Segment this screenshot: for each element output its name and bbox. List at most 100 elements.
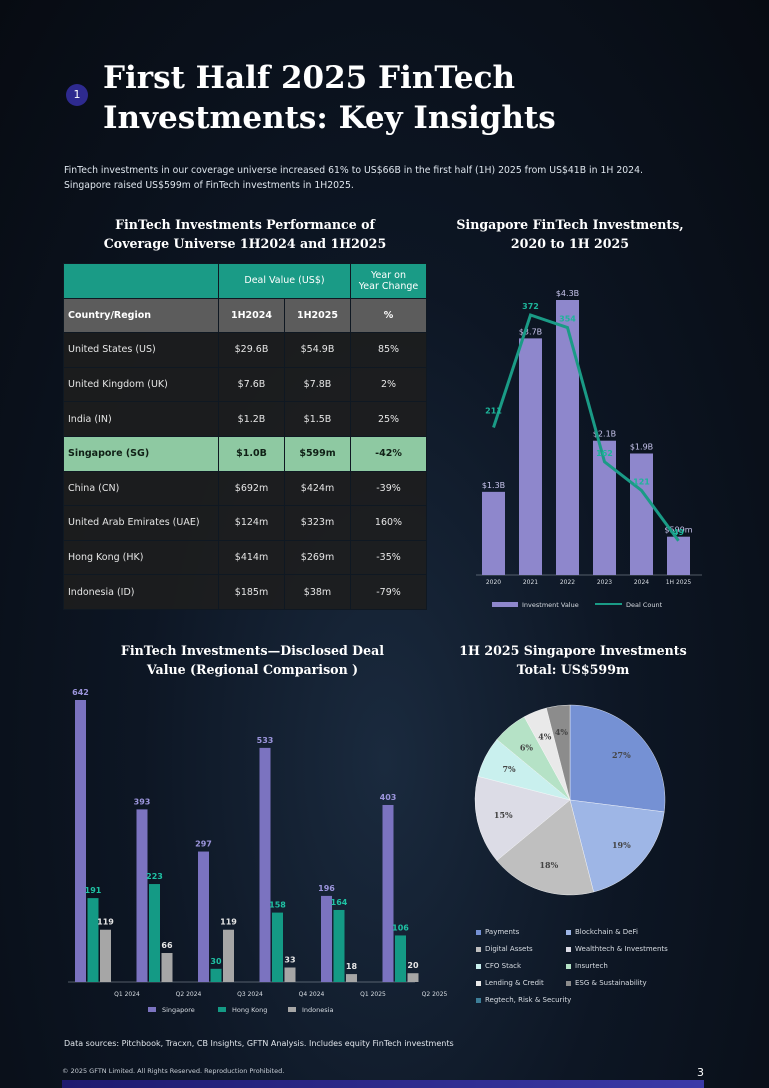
deal-count-label: 49 [673,528,685,537]
pie-slice-esg-sustainability [546,704,571,801]
legend-swatch-indonesia [288,1007,296,1012]
legend-swatch-hong-kong [218,1007,226,1012]
bar-value-label: 106 [392,923,409,932]
pie-legend-item: Insurtech [566,962,608,970]
x-tick-label: 2024 [634,579,649,586]
cell-country: United Kingdom (UK) [63,366,219,403]
bar-indonesia [100,929,111,982]
pie-slice-label: 19% [612,840,631,850]
table-subheader-row: Country/Region 1H2024 1H2025 % [63,297,427,334]
table-title-line1: FinTech Investments Performance of [115,217,375,232]
bar-investment-value [630,453,653,575]
table-title: FinTech Investments Performance of Cover… [63,215,427,253]
cell-change: -35% [350,539,427,576]
pie-legend-swatch [566,963,571,969]
header-deal-value: Deal Value (US$) [218,263,351,299]
cell-1h2025: $424m [284,470,351,507]
bar-value-label: $4.3B [556,289,579,298]
copyright-text: © 2025 GFTN Limited. All Rights Reserved… [62,1067,285,1075]
bar-value-label: 66 [161,941,173,950]
bar-hong-kong [272,912,283,982]
bar-indonesia [284,967,296,982]
deal-count-label: 354 [559,315,576,324]
pie-legend-swatch [476,946,481,952]
legend-label-deal-count: Deal Count [626,601,663,609]
deal-count-line [492,313,680,542]
pie-legend-label: Wealthtech & Investments [575,945,668,953]
pie-legend-item: Payments [476,928,519,936]
cell-country: United States (US) [63,332,219,368]
x-tick-label: Q2 2024 [176,991,202,998]
bar-singapore [259,747,271,982]
page-title: First Half 2025 FinTech Investments: Key… [103,58,623,138]
bar-indonesia [223,929,234,982]
table-title-line2: Coverage Universe 1H2024 and 1H2025 [103,236,387,251]
pie-slice-blockchain-defi [569,799,665,893]
bar-value-label: 119 [97,918,114,927]
x-tick-label: Q2 2025 [422,991,448,998]
cell-country: United Arab Emirates (UAE) [63,505,219,541]
bar-value-label: $599m [664,526,692,535]
bar-value-label: $1.3B [482,481,505,490]
cell-change: 25% [350,401,427,437]
x-tick-label: Q4 2024 [299,991,325,998]
subheader-1h2024: 1H2024 [218,297,285,334]
pie-legend-label: ESG & Sustainability [575,979,647,987]
header-yoy: Year on Year Change [350,263,427,299]
pie-legend-swatch [566,980,571,986]
bar-value-label: 158 [269,901,286,910]
legend-label-hong-kong: Hong Kong [232,1006,267,1014]
pie-legend-swatch [476,997,481,1003]
sg-annual-chart: $1.3B 2020 $3.7B 2021 $4.3B 2022 $2.1B 2023 $1.9… [476,289,702,609]
bar-investment-value [593,440,616,575]
regional-chart: 642 191 119 Q1 2024 393 223 66 Q2 2024 297 30 119 Q… [68,688,448,1014]
pie-legend-item: Wealthtech & Investments [566,945,668,953]
sg-annual-chart-title: Singapore FinTech Investments, 2020 to 1… [456,217,684,251]
table-header-row: Deal Value (US$) Year on Year Change [63,263,427,299]
intro-text-line2: Singapore raised US$599m of FinTech inve… [64,180,354,191]
bar-hong-kong [395,935,406,982]
bar-singapore [75,700,86,982]
pie-legend-item: ESG & Sustainability [566,979,647,987]
bar-hong-kong [210,968,222,982]
cell-change: -79% [350,574,427,610]
data-sources-note: Data sources: Pitchbook, Tracxn, CB Insi… [64,1039,454,1048]
page-title-line1: First Half 2025 FinTech [103,60,516,96]
bar-singapore [136,809,148,982]
table-row-highlighted: Singapore (SG) $1.0B $599m -42% [63,435,427,472]
bar-hong-kong [333,909,345,982]
bar-singapore [198,851,209,982]
pie-legend-label: Regtech, Risk & Security [485,996,572,1004]
legend-swatch-investment [492,602,518,607]
table-row: United Arab Emirates (UAE) $124m $323m 1… [63,505,427,541]
bar-investment-value [667,536,690,575]
pie-legend-item: Regtech, Risk & Security [476,996,571,1004]
bar-value-label: 642 [72,688,89,697]
cell-country: China (CN) [63,470,219,507]
pie-title-line1: 1H 2025 Singapore Investments [459,643,687,658]
legend-label-singapore: Singapore [162,1006,195,1014]
header-yoy-line1: Year on [371,269,406,281]
bar-value-label: 33 [284,956,295,965]
x-tick-label: 2020 [486,579,501,586]
table-row: United Kingdom (UK) $7.6B $7.8B 2% [63,366,427,403]
x-tick-label: 2021 [523,579,538,586]
cell-change: 2% [350,366,427,403]
pie-chart-title: 1H 2025 Singapore Investments Total: US$… [448,641,698,679]
pie-slice-label: 15% [494,810,513,820]
pie-slice-label: 4% [555,727,569,737]
pie-legend-item: Lending & Credit [476,979,544,987]
cell-1h2025: $1.5B [284,401,351,437]
deal-value-table: Deal Value (US$) Year on Year Change Cou… [63,263,427,610]
bar-value-label: $1.9B [630,442,653,451]
legend-label-investment: Investment Value [522,601,579,609]
cell-country: Indonesia (ID) [63,574,219,610]
pie-slice-label: 7% [502,764,516,774]
cell-1h2024: $692m [218,470,285,507]
pie-legend-item: Digital Assets [476,945,533,953]
legend-swatch-singapore [148,1007,156,1012]
pie-chart: 27% 19% 18% 15% 7% 6% 4% 4% [474,704,666,896]
x-tick-label: Q3 2024 [237,991,263,998]
pie-slice-label: 27% [612,750,631,760]
subheader-country: Country/Region [63,297,219,334]
